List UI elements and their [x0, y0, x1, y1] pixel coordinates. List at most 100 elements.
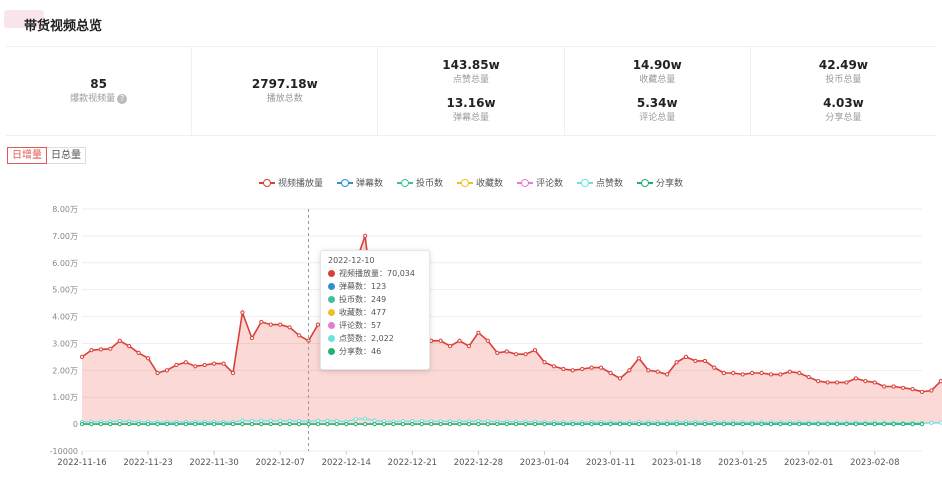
data-point: [230, 422, 236, 427]
data-point: [438, 422, 443, 427]
legend-item[interactable]: 收藏数: [456, 176, 503, 189]
stat-value: 42.49w: [818, 58, 868, 72]
chart-tooltip: 2022-12-10 视频播放量：70,034 弹幕数：123 投币数：249 收藏数…: [320, 250, 430, 370]
legend-item[interactable]: 弹幕数: [336, 176, 383, 189]
data-point: [863, 378, 868, 384]
tooltip-row: 收藏数：477: [328, 306, 422, 319]
stat-item: 2797.18w 播放总数: [252, 72, 318, 110]
stat-value: 14.90w: [632, 58, 682, 72]
data-point: [702, 358, 708, 364]
data-point: [353, 422, 358, 427]
data-point: [240, 422, 245, 427]
stat-item: 42.49w 投币总量: [819, 53, 868, 91]
legend-item[interactable]: 分享数: [637, 176, 683, 189]
legend-marker-icon: [517, 178, 533, 187]
tooltip-row: 投币数：249: [328, 293, 422, 306]
data-point: [816, 378, 821, 384]
data-point: [136, 422, 141, 427]
data-point: [174, 362, 179, 368]
data-point: [523, 352, 528, 357]
data-point: [834, 422, 840, 427]
legend-item[interactable]: 点赞数: [577, 176, 623, 189]
data-point: [363, 233, 368, 238]
data-point: [240, 418, 245, 423]
data-point: [202, 422, 207, 427]
x-tick-label: 2022-11-23: [123, 458, 172, 468]
data-point: [532, 422, 538, 427]
data-point: [240, 310, 245, 315]
page-title: 带货视频总览: [24, 19, 103, 34]
legend-item[interactable]: 投币数: [396, 176, 443, 189]
stat-item: 85 爆款视频量?: [70, 72, 128, 110]
data-point: [778, 422, 783, 427]
stat-label-text: 播放总数: [266, 94, 303, 104]
data-point: [646, 368, 651, 373]
x-tick-label: 2023-02-01: [784, 458, 833, 468]
stat-label: 播放总数: [252, 92, 318, 106]
stats-panel: 85 爆款视频量? 2797.18w 播放总数 143.85w 点赞总量 13.16w 弹幕总…: [6, 46, 936, 136]
data-point: [665, 372, 670, 377]
data-point: [287, 418, 292, 423]
data-point: [750, 422, 755, 427]
x-tick-label: 2022-11-30: [189, 458, 238, 468]
stat-label-text: 爆款视频量: [70, 94, 116, 104]
stat-label-text: 分享总量: [825, 113, 862, 123]
data-point: [608, 422, 613, 427]
tooltip-row-label: 视频播放量：70,034: [339, 269, 415, 278]
data-point: [655, 369, 660, 374]
data-point: [136, 350, 141, 355]
legend-marker-icon: [258, 178, 275, 187]
data-point: [410, 422, 415, 427]
help-icon[interactable]: ?: [117, 94, 128, 104]
stat-label: 点赞总量: [442, 73, 499, 87]
data-point: [495, 350, 500, 355]
data-point: [155, 370, 160, 376]
data-point: [655, 422, 660, 427]
data-point: [164, 422, 170, 427]
y-tick-label: 5.00万: [52, 286, 78, 295]
data-point: [589, 365, 594, 370]
x-tick-label: 2023-01-25: [718, 458, 767, 468]
data-point: [183, 360, 188, 365]
data-point: [844, 380, 849, 385]
data-point: [278, 322, 283, 327]
tab-daily-increment[interactable]: 日增量: [7, 147, 47, 164]
data-point: [806, 374, 811, 380]
legend-item[interactable]: 评论数: [517, 176, 563, 189]
data-point: [353, 417, 358, 422]
data-point: [712, 365, 717, 370]
data-point: [372, 418, 377, 423]
data-point: [249, 422, 254, 427]
data-point: [759, 370, 764, 376]
stat-value: 2797.18w: [251, 77, 318, 91]
stat-value: 4.03w: [823, 96, 864, 110]
data-point: [570, 422, 575, 427]
data-point: [466, 344, 472, 349]
data-point: [296, 422, 302, 427]
data-point: [485, 422, 490, 427]
data-point: [806, 422, 811, 427]
series-area-video-plays: [82, 235, 942, 425]
y-tick-label: 8.00万: [52, 205, 78, 214]
stat-value: 5.34w: [636, 96, 678, 110]
tooltip-date: 2022-12-10: [328, 256, 375, 265]
data-point: [259, 319, 264, 325]
tab-daily-total[interactable]: 日总量: [47, 147, 86, 164]
data-point: [561, 422, 566, 427]
data-point: [278, 422, 283, 427]
data-point: [438, 338, 443, 343]
data-point: [108, 346, 113, 351]
data-point: [183, 422, 188, 427]
data-point: [919, 389, 925, 394]
legend-marker-icon: [456, 178, 473, 187]
data-point: [721, 422, 726, 427]
data-point: [504, 349, 509, 354]
data-point: [108, 422, 113, 427]
stat-value: 85: [90, 77, 107, 91]
stat-label-text: 点赞总量: [452, 75, 489, 85]
stat-item: 143.85w 点赞总量: [442, 53, 499, 91]
stat-value: 13.16w: [446, 96, 496, 110]
legend-item[interactable]: 视频播放量: [258, 176, 323, 189]
data-point: [853, 422, 859, 427]
data-point: [466, 422, 472, 427]
